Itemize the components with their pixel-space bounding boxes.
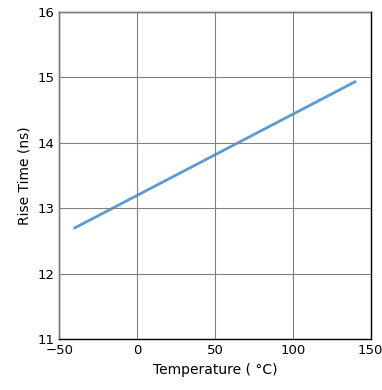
X-axis label: Temperature ( °C): Temperature ( °C): [153, 363, 277, 377]
Y-axis label: Rise Time (ns): Rise Time (ns): [18, 126, 32, 225]
